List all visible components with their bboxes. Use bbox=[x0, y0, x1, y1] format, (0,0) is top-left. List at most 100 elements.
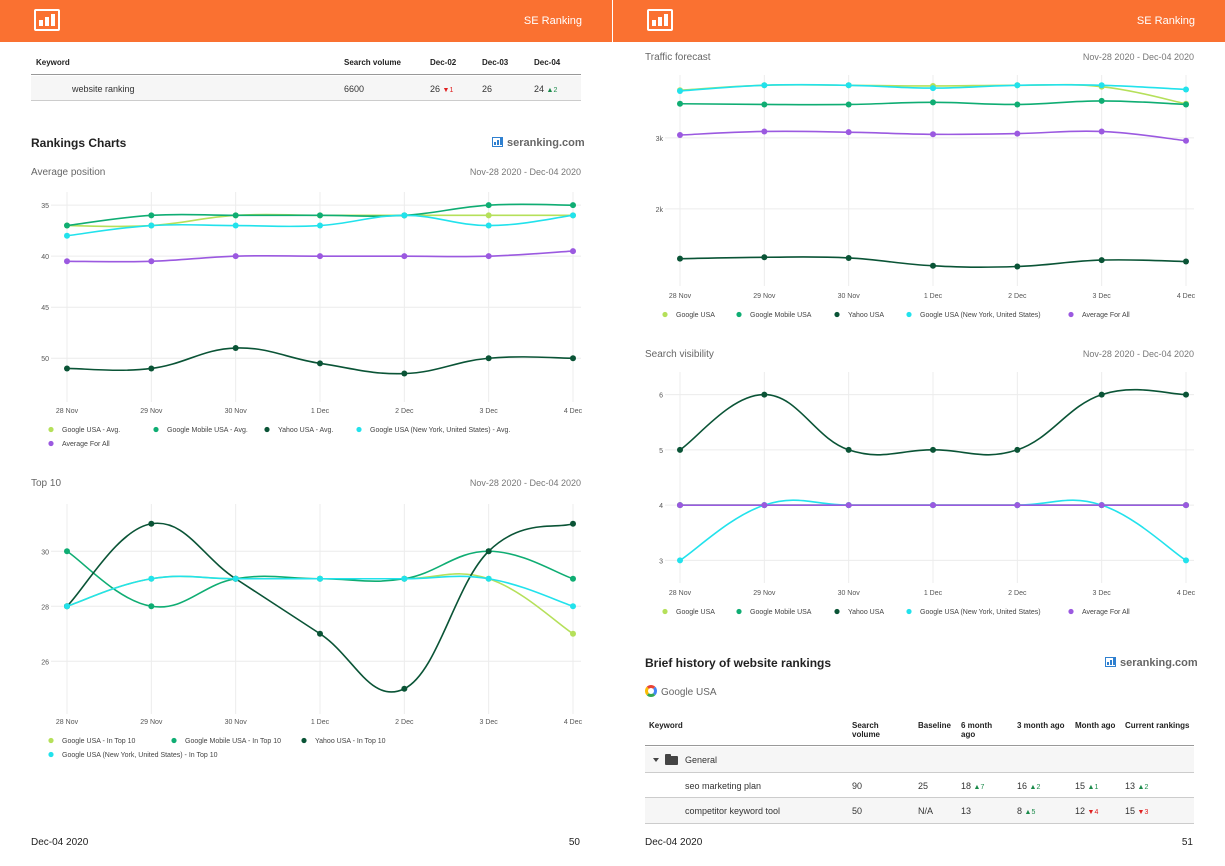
legend-marker bbox=[301, 737, 307, 744]
data-point bbox=[148, 222, 155, 229]
data-point bbox=[64, 603, 70, 610]
volume-cell: 90 bbox=[852, 781, 863, 791]
m1-cell: 12 ▼4 bbox=[1075, 806, 1099, 816]
x-tick-label: 2 Dec bbox=[395, 719, 414, 726]
legend-marker bbox=[48, 737, 54, 744]
down-arrow-icon: ▼ bbox=[1137, 809, 1145, 816]
th-month-ago: Month ago bbox=[1075, 721, 1116, 730]
y-tick-label: 30 bbox=[41, 549, 49, 556]
data-point bbox=[401, 575, 408, 582]
data-point bbox=[64, 258, 70, 265]
current-cell: 13 ▲2 bbox=[1125, 781, 1149, 791]
data-point bbox=[148, 603, 155, 610]
data-point bbox=[677, 87, 683, 94]
legend-marker bbox=[48, 426, 54, 433]
up-arrow-icon: ▲ bbox=[973, 784, 981, 791]
th-6-month-ago: 6 month ago bbox=[961, 721, 993, 739]
data-point bbox=[1098, 128, 1105, 135]
data-point bbox=[930, 262, 936, 269]
data-point bbox=[570, 603, 576, 610]
y-tick-label: 35 bbox=[41, 203, 49, 210]
th-dec04: Dec-04 bbox=[534, 58, 561, 67]
up-arrow-icon: ▲ bbox=[1087, 784, 1095, 791]
legend-marker bbox=[834, 608, 840, 615]
data-point bbox=[761, 101, 768, 108]
data-point bbox=[1014, 446, 1021, 453]
data-point bbox=[232, 222, 239, 229]
row-line bbox=[645, 823, 1194, 824]
down-arrow-icon: ▼ bbox=[1087, 809, 1095, 816]
table-row bbox=[645, 798, 1194, 823]
data-point bbox=[1014, 82, 1021, 89]
date-range-search-visibility: Nov-28 2020 - Dec-04 2020 bbox=[1082, 349, 1194, 359]
th-search-volume: Search volume bbox=[344, 58, 401, 67]
data-point bbox=[845, 82, 852, 89]
legend-marker bbox=[736, 311, 742, 318]
group-row[interactable] bbox=[645, 747, 1194, 772]
th-keyword: Keyword bbox=[649, 721, 683, 730]
data-point bbox=[570, 248, 576, 255]
up-arrow-icon: ▲ bbox=[1024, 809, 1032, 816]
data-point bbox=[1098, 391, 1105, 398]
date-range-top-10: Nov-28 2020 - Dec-04 2020 bbox=[469, 478, 581, 488]
data-point bbox=[930, 131, 936, 138]
data-point bbox=[317, 575, 323, 582]
data-point bbox=[148, 365, 155, 372]
keyword-cell: website ranking bbox=[72, 84, 135, 94]
legend-label: Google Mobile USA bbox=[750, 312, 812, 319]
data-point bbox=[1098, 97, 1105, 104]
data-point bbox=[677, 255, 683, 262]
up-arrow-icon: ▲ bbox=[1029, 784, 1037, 791]
legend-marker bbox=[48, 751, 54, 758]
legend-label: Google USA - In Top 10 bbox=[62, 738, 136, 745]
volume-cell: 6600 bbox=[344, 84, 365, 94]
seranking-link[interactable]: seranking.com bbox=[1105, 657, 1198, 669]
x-tick-label: 2 Dec bbox=[1008, 293, 1027, 300]
y-tick-label: 3 bbox=[659, 558, 663, 565]
data-point bbox=[232, 212, 239, 219]
legend-label: Google USA (New York, United States) - I… bbox=[62, 752, 218, 759]
data-point bbox=[148, 212, 155, 219]
y-tick-label: 2k bbox=[656, 207, 664, 214]
search-engine-label: Google USA bbox=[661, 687, 717, 698]
table-row-line bbox=[31, 100, 581, 101]
data-point bbox=[761, 502, 768, 509]
collapse-caret-icon[interactable] bbox=[653, 758, 659, 762]
google-icon bbox=[645, 685, 657, 697]
report-page-50: SE Ranking Keyword Search volume Dec-02 … bbox=[0, 0, 612, 866]
dec03-cell: 26 bbox=[482, 84, 493, 94]
data-point bbox=[845, 446, 852, 453]
baseline-cell: 25 bbox=[918, 781, 929, 791]
seranking-link[interactable]: seranking.com bbox=[492, 137, 585, 149]
table-row bbox=[31, 76, 581, 100]
x-tick-label: 30 Nov bbox=[225, 719, 248, 726]
data-point bbox=[64, 365, 70, 372]
group-label: General bbox=[685, 755, 718, 765]
data-point bbox=[1183, 502, 1189, 509]
chart-title-traffic-forecast: Traffic forecast bbox=[645, 52, 711, 63]
data-point bbox=[677, 502, 683, 509]
x-tick-label: 3 Dec bbox=[1093, 293, 1112, 300]
data-point bbox=[1014, 130, 1021, 137]
data-point bbox=[485, 355, 492, 362]
th-search-volume: Search volume bbox=[852, 721, 881, 739]
legend-label: Google USA - Avg. bbox=[62, 427, 120, 434]
data-point bbox=[317, 630, 323, 637]
chart-title-top-10: Top 10 bbox=[31, 478, 62, 489]
legend-label: Google Mobile USA bbox=[750, 609, 812, 616]
footer-page-number: 51 bbox=[1181, 837, 1193, 848]
legend-label: Yahoo USA bbox=[848, 312, 884, 319]
brief-history-title: Brief history of website rankings bbox=[645, 656, 832, 670]
brand-name: SE Ranking bbox=[523, 15, 582, 27]
data-point bbox=[317, 360, 323, 367]
x-tick-label: 28 Nov bbox=[56, 408, 79, 415]
legend-marker bbox=[906, 311, 912, 318]
data-point bbox=[485, 222, 492, 229]
legend-label: Yahoo USA bbox=[848, 609, 884, 616]
header-bar: SE Ranking bbox=[0, 0, 612, 42]
data-point bbox=[761, 82, 768, 89]
data-point bbox=[1183, 86, 1189, 93]
data-point bbox=[677, 557, 683, 564]
data-point bbox=[232, 253, 239, 260]
data-point bbox=[930, 99, 936, 106]
